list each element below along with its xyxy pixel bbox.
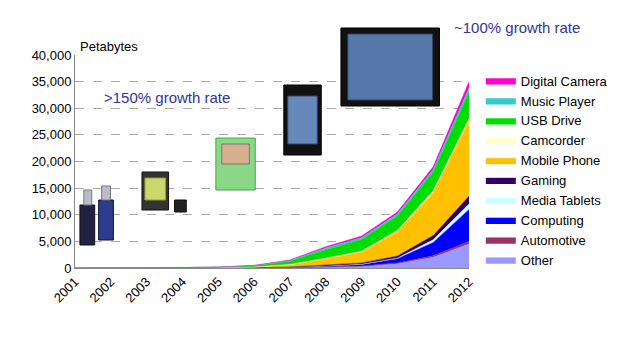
svg-text:Petabytes: Petabytes — [80, 39, 138, 54]
svg-text:2006: 2006 — [230, 274, 261, 305]
svg-text:Media Tablets: Media Tablets — [521, 193, 601, 208]
svg-text:Camcorder: Camcorder — [521, 133, 586, 148]
svg-text:2002: 2002 — [86, 274, 117, 305]
svg-text:Music Player: Music Player — [521, 94, 596, 109]
svg-text:2003: 2003 — [122, 274, 153, 305]
svg-text:Digital Camera: Digital Camera — [521, 74, 608, 89]
svg-text:Automotive: Automotive — [521, 233, 586, 248]
svg-text:2001: 2001 — [51, 274, 82, 305]
svg-text:15,000: 15,000 — [32, 181, 72, 196]
svg-text:Gaming: Gaming — [521, 173, 567, 188]
svg-text:2004: 2004 — [158, 274, 189, 305]
svg-text:~100% growth rate: ~100% growth rate — [454, 19, 580, 36]
svg-text:30,000: 30,000 — [32, 101, 72, 116]
svg-text:Computing: Computing — [521, 213, 584, 228]
svg-text:2007: 2007 — [266, 274, 297, 305]
svg-text:2005: 2005 — [194, 274, 225, 305]
svg-text:35,000: 35,000 — [32, 74, 72, 89]
svg-text:0: 0 — [64, 261, 71, 276]
svg-text:USB Drive: USB Drive — [521, 113, 582, 128]
svg-text:>150% growth rate: >150% growth rate — [104, 89, 230, 106]
svg-text:2012: 2012 — [445, 274, 476, 305]
svg-text:5,000: 5,000 — [39, 234, 72, 249]
svg-text:2011: 2011 — [410, 274, 440, 304]
svg-text:10,000: 10,000 — [32, 207, 72, 222]
svg-text:25,000: 25,000 — [32, 127, 72, 142]
svg-text:2009: 2009 — [337, 274, 368, 305]
svg-text:20,000: 20,000 — [32, 154, 72, 169]
svg-text:Mobile Phone: Mobile Phone — [521, 153, 601, 168]
svg-text:2008: 2008 — [301, 274, 332, 305]
svg-text:Other: Other — [521, 253, 554, 268]
svg-text:2010: 2010 — [373, 274, 404, 305]
svg-text:40,000: 40,000 — [32, 48, 72, 63]
